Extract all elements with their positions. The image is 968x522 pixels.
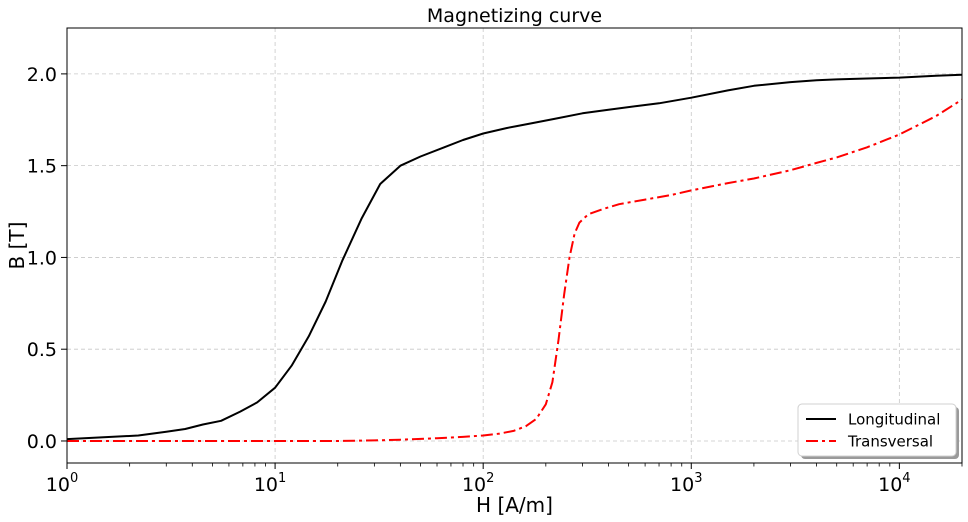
x-tick-base: 10 bbox=[462, 474, 486, 496]
x-tick-exponent: 4 bbox=[902, 471, 910, 486]
y-tick-label: 0.0 bbox=[27, 431, 57, 453]
x-tick-base: 10 bbox=[670, 474, 694, 496]
x-tick-base: 10 bbox=[46, 474, 70, 496]
plot-frame bbox=[66, 27, 963, 464]
y-tick-label: 0.5 bbox=[27, 339, 57, 361]
legend: Longitudinal Transversal bbox=[797, 403, 959, 459]
y-tick-label: 2.0 bbox=[27, 64, 57, 86]
legend-box bbox=[797, 403, 957, 457]
series-line-longitudinal bbox=[66, 73, 963, 441]
x-tick-base: 10 bbox=[878, 474, 902, 496]
x-tick-exponent: 1 bbox=[278, 471, 286, 486]
series-line-transversal bbox=[67, 98, 963, 442]
series-layer bbox=[66, 73, 963, 442]
x-tick-base: 10 bbox=[254, 474, 278, 496]
legend-label-longitudinal: Longitudinal bbox=[848, 411, 940, 429]
x-tick-label: 102 bbox=[462, 471, 494, 496]
x-tick-exponent: 2 bbox=[486, 471, 494, 486]
y-tick-label: 1.5 bbox=[27, 156, 57, 178]
grid-layer bbox=[66, 28, 962, 463]
x-tick-exponent: 3 bbox=[694, 471, 702, 486]
chart-title: Magnetizing curve bbox=[427, 5, 602, 27]
y-tick-label: 1.0 bbox=[27, 247, 57, 269]
x-tick-label: 101 bbox=[254, 471, 286, 496]
y-axis-label: B [T] bbox=[5, 222, 29, 270]
x-axis-label: H [A/m] bbox=[476, 493, 553, 517]
x-tick-label: 103 bbox=[670, 471, 702, 496]
x-tick-label: 100 bbox=[46, 471, 78, 496]
x-tick-label: 104 bbox=[878, 471, 910, 496]
x-tick-exponent: 0 bbox=[70, 471, 78, 486]
legend-label-transversal: Transversal bbox=[847, 433, 933, 451]
